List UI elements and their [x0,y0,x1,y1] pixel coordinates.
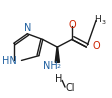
Text: HN: HN [2,56,17,66]
Polygon shape [55,47,59,62]
Text: N: N [24,23,31,33]
Text: 2: 2 [56,64,60,69]
Text: H: H [55,74,62,84]
Text: Cl: Cl [65,83,75,93]
Text: H: H [94,15,100,24]
Text: NH: NH [43,61,58,71]
Text: 3: 3 [102,20,106,25]
Text: O: O [68,20,76,30]
Text: O: O [92,41,100,51]
